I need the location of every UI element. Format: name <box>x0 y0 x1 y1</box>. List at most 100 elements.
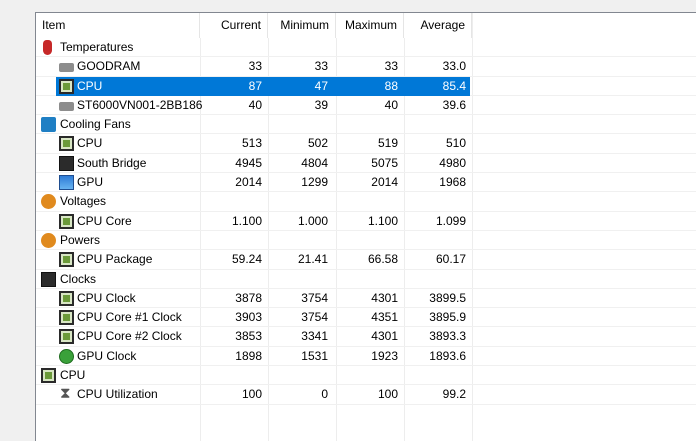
sensor-name: CPU Package <box>77 252 153 267</box>
current-value: 3903 <box>235 310 262 325</box>
cpu-icon <box>59 290 74 306</box>
fan-icon <box>41 117 56 133</box>
sensor-row[interactable]: ST6000VN001-2BB186 40 39 40 39.6 <box>36 96 696 116</box>
minimum-value: 4804 <box>301 155 328 170</box>
maximum-value: 4301 <box>371 329 398 344</box>
maximum-value: 66.58 <box>367 252 398 267</box>
category-label: CPU <box>60 368 86 383</box>
average-value: 4980 <box>439 155 466 170</box>
sensor-row[interactable]: GOODRAM 33 33 33 33.0 <box>36 57 696 77</box>
sensor-list-view[interactable]: Item Current Minimum Maximum Average Tem… <box>35 12 696 441</box>
average-value: 510 <box>445 136 466 151</box>
category-row[interactable]: Powers <box>36 231 696 251</box>
current-value: 513 <box>241 136 262 151</box>
sensor-row[interactable]: CPU Core #2 Clock 3853 3341 4301 3893.3 <box>36 327 696 347</box>
sensor-name: GPU Clock <box>77 348 137 363</box>
selection-highlight <box>56 76 470 96</box>
sensor-row[interactable]: CPU 87 47 88 85.4 <box>36 76 696 96</box>
maximum-value: 100 <box>377 387 398 402</box>
maximum-value: 4351 <box>371 310 398 325</box>
cpu-icon <box>59 213 74 229</box>
sensor-row[interactable]: CPU Core #1 Clock 3903 3754 4351 3895.9 <box>36 308 696 328</box>
current-value: 1898 <box>235 348 262 363</box>
sensor-name: GOODRAM <box>77 59 141 74</box>
sensor-row[interactable]: GPU Clock 1898 1531 1923 1893.6 <box>36 347 696 367</box>
current-value: 40 <box>248 97 262 112</box>
column-divider <box>404 13 405 441</box>
sensor-row[interactable]: CPU Core 1.100 1.000 1.100 1.099 <box>36 212 696 231</box>
average-value: 33.0 <box>442 59 466 74</box>
motherboard-icon <box>59 155 74 171</box>
sensor-row[interactable]: CPU 513 502 519 510 <box>36 134 696 154</box>
column-header-item[interactable]: Item <box>36 13 200 38</box>
category-row[interactable]: Voltages <box>36 192 696 212</box>
sensor-name: CPU <box>77 136 103 151</box>
category-row[interactable]: Temperatures <box>36 38 696 58</box>
cpu-icon <box>41 368 56 384</box>
column-header-current[interactable]: Current <box>200 13 268 38</box>
minimum-value: 47 <box>314 78 328 93</box>
maximum-value: 519 <box>377 136 398 151</box>
minimum-value: 21.41 <box>297 252 328 267</box>
cpu-icon <box>59 252 74 268</box>
sensor-row[interactable]: CPU Clock 3878 3754 4301 3899.5 <box>36 289 696 309</box>
current-value: 2014 <box>235 175 262 190</box>
average-value: 1893.6 <box>429 348 466 363</box>
maximum-value: 4301 <box>371 290 398 305</box>
column-divider <box>336 13 337 441</box>
minimum-value: 3754 <box>301 310 328 325</box>
disk-icon <box>59 63 74 73</box>
column-header-maximum[interactable]: Maximum <box>336 13 404 38</box>
average-value: 85.4 <box>442 78 466 93</box>
minimum-value: 33 <box>314 59 328 74</box>
maximum-value: 2014 <box>371 175 398 190</box>
sensor-name: CPU Core #1 Clock <box>77 310 182 325</box>
maximum-value: 1.100 <box>367 213 398 228</box>
current-value: 33 <box>248 59 262 74</box>
current-value: 3878 <box>235 290 262 305</box>
current-value: 3853 <box>235 329 262 344</box>
column-divider <box>200 13 201 441</box>
minimum-value: 39 <box>314 97 328 112</box>
category-label: Clocks <box>60 271 97 286</box>
sensor-row[interactable]: South Bridge 4945 4804 5075 4980 <box>36 154 696 174</box>
minimum-value: 502 <box>307 136 328 151</box>
sensor-row[interactable]: CPU Utilization 100 0 100 99.2 <box>36 384 696 405</box>
category-row[interactable]: Cooling Fans <box>36 115 696 135</box>
sensor-name: CPU Core <box>77 213 132 228</box>
average-value: 39.6 <box>442 97 466 112</box>
sensor-name: South Bridge <box>77 155 147 170</box>
voltage-icon <box>41 194 56 210</box>
average-value: 1.099 <box>435 213 466 228</box>
column-header: Item Current Minimum Maximum Average <box>36 13 696 38</box>
maximum-value: 40 <box>384 97 398 112</box>
cpu-icon <box>59 329 74 345</box>
minimum-value: 1531 <box>301 348 328 363</box>
current-value: 1.100 <box>231 213 262 228</box>
current-value: 4945 <box>235 155 262 170</box>
maximum-value: 33 <box>384 59 398 74</box>
average-value: 60.17 <box>435 252 466 267</box>
sensor-row[interactable]: CPU Package 59.24 21.41 66.58 60.17 <box>36 250 696 270</box>
column-divider <box>472 13 473 441</box>
average-value: 99.2 <box>442 387 466 402</box>
category-row[interactable]: Clocks <box>36 270 696 289</box>
thermometer-icon <box>43 40 52 55</box>
average-value: 3893.3 <box>429 329 466 344</box>
xbox-gpu-icon <box>59 348 74 364</box>
category-row[interactable]: CPU <box>36 366 696 386</box>
sensor-name: GPU <box>77 175 104 190</box>
column-header-average[interactable]: Average <box>404 13 472 38</box>
current-value: 87 <box>248 78 262 93</box>
minimum-value: 3754 <box>301 290 328 305</box>
sensor-name: CPU Utilization <box>77 387 158 402</box>
column-header-minimum[interactable]: Minimum <box>268 13 336 38</box>
cpu-icon <box>59 136 74 152</box>
sensor-row[interactable]: GPU 2014 1299 2014 1968 <box>36 173 696 193</box>
category-label: Powers <box>60 232 101 247</box>
average-value: 3899.5 <box>429 290 466 305</box>
gpu-icon <box>59 175 74 191</box>
minimum-value: 3341 <box>301 329 328 344</box>
average-value: 1968 <box>439 175 466 190</box>
minimum-value: 1299 <box>301 175 328 190</box>
